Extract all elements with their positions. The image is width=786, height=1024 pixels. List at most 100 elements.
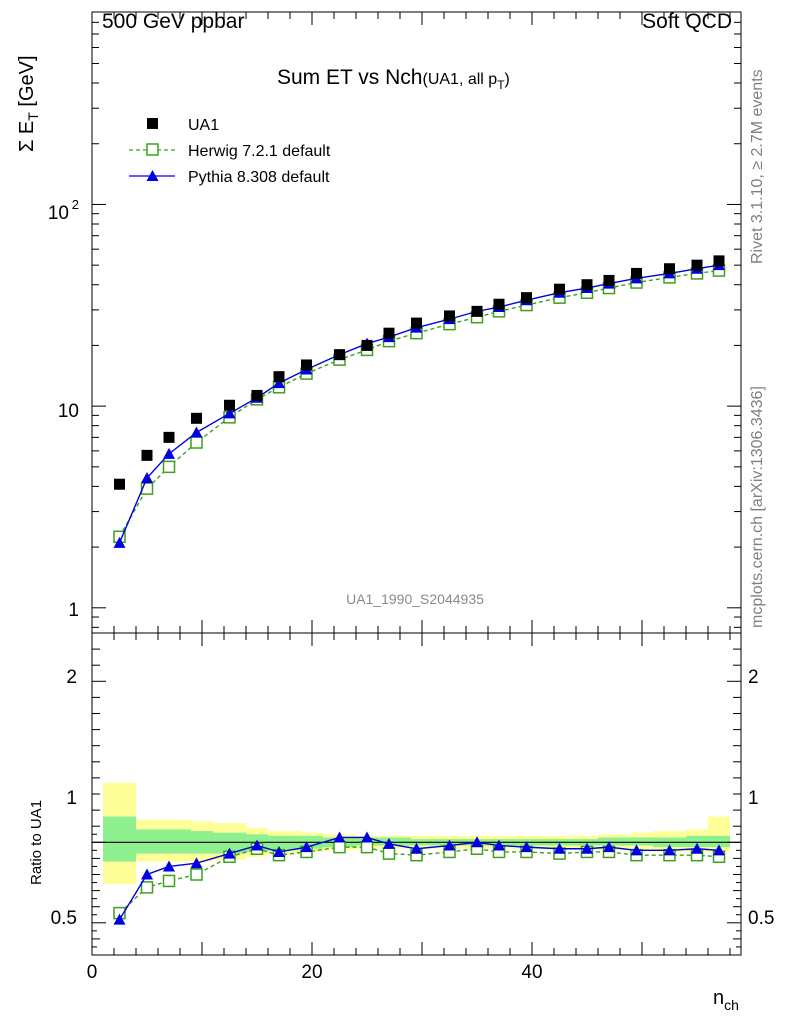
ratio-point-pythia-12 <box>443 839 456 851</box>
main-point-data-3 <box>191 412 202 424</box>
legend-label-herwig: Herwig 7.2.1 default <box>188 143 331 160</box>
ratio-point-pythia-22 <box>713 844 725 856</box>
ratio-panel-series <box>113 831 726 925</box>
main-y-axis-label-main: Σ E <box>16 121 38 152</box>
ratio-point-pythia-6 <box>273 845 285 857</box>
main-point-data-22 <box>713 255 725 267</box>
stat-band-bin-17 <box>598 837 631 846</box>
ratio-point-pythia-5 <box>251 839 263 851</box>
ratio-point-pythia-21 <box>691 842 703 854</box>
ratio-point-pythia-10 <box>383 837 395 849</box>
main-point-data-11 <box>411 317 422 329</box>
main-y-tick-label-10: 10 <box>58 401 79 422</box>
main-point-data-20 <box>664 263 675 275</box>
header-right: Soft QCD <box>642 10 732 33</box>
main-point-data-2 <box>163 431 175 443</box>
main-point-pythia-3 <box>190 426 203 438</box>
main-line-herwig <box>118 269 720 538</box>
legend-label-ua1: UA1 <box>188 117 219 134</box>
main-point-pythia-2 <box>163 447 175 459</box>
ratio-point-herwig-2 <box>162 874 176 888</box>
plot-title-main: Sum ET vs Nch <box>277 66 422 89</box>
ratio-point-pythia-7 <box>300 841 313 853</box>
main-point-herwig-1 <box>140 482 154 495</box>
ratio-point-herwig-1 <box>140 881 154 894</box>
main-point-data-0 <box>114 478 125 490</box>
main-point-data-12 <box>444 310 455 322</box>
main-point-data-6 <box>273 371 285 383</box>
main-point-pythia-6 <box>273 377 285 389</box>
main-point-data-14 <box>493 298 505 310</box>
stat-band-bin-3 <box>213 832 246 854</box>
main-point-data-10 <box>383 327 395 339</box>
stat-band-bin-1 <box>136 829 191 854</box>
main-panel-series <box>113 255 726 548</box>
main-point-herwig-2 <box>162 460 176 474</box>
ratio-point-pythia-15 <box>520 841 533 853</box>
ratio-point-pythia-18 <box>603 841 615 853</box>
main-point-data-16 <box>554 283 565 295</box>
main-y-axis-label: Σ ET [GeV] <box>16 55 41 152</box>
plot-title-suffix-end: ) <box>505 71 510 88</box>
main-point-data-19 <box>631 267 642 279</box>
analysis-id-label: UA1_1990_S2044935 <box>346 591 484 607</box>
ratio-plot-frame <box>91 632 742 956</box>
main-point-data-8 <box>334 349 345 361</box>
stat-band-bin-9 <box>378 837 411 846</box>
ratio-panel-axes <box>91 632 742 956</box>
main-point-data-7 <box>301 359 312 371</box>
main-y-axis-label-sub: T <box>25 112 41 121</box>
stat-band-bin-5 <box>268 835 301 851</box>
main-point-pythia-0 <box>113 536 126 548</box>
main-point-pythia-1 <box>141 472 153 484</box>
mcplots-reference-label: mcplots.cern.ch [arXiv:1306.3436] <box>749 386 766 628</box>
main-point-data-1 <box>141 449 153 461</box>
stat-band-bin-20 <box>686 835 708 848</box>
main-y-tick-label-100-exponent: 2 <box>72 197 79 212</box>
legend: UA1 Herwig 7.2.1 default Pythia 8.308 de… <box>129 117 331 186</box>
main-y-tick-label-1: 1 <box>68 600 79 621</box>
ratio-point-herwig-10 <box>382 847 396 860</box>
main-point-data-5 <box>251 389 263 401</box>
ratio-point-pythia-14 <box>493 839 505 851</box>
ratio-point-pythia-16 <box>553 842 566 854</box>
main-point-data-13 <box>471 305 483 317</box>
ratio-point-pythia-4 <box>223 847 236 859</box>
main-point-herwig-3 <box>190 436 203 449</box>
main-y-axis-label-unit: [GeV] <box>16 55 38 112</box>
stat-band-bin-18 <box>631 837 653 846</box>
legend-marker-pythia <box>146 170 159 181</box>
header-left: 500 GeV ppbar <box>102 10 244 33</box>
ratio-point-pythia-17 <box>581 842 593 854</box>
ratio-point-herwig-9 <box>360 840 374 854</box>
stat-band-bin-21 <box>708 835 730 848</box>
main-point-pythia-4 <box>223 407 236 419</box>
ratio-point-herwig-3 <box>190 868 203 881</box>
ratio-y-tick-label-1: 1 <box>66 788 77 809</box>
main-y-tick-label-100-base: 10 <box>48 203 69 224</box>
x-tick-label-40: 40 <box>521 962 542 983</box>
ratio-y-tick-label-right-2: 2 <box>748 667 759 688</box>
plot-title-suffix: (UA1, all p <box>422 71 497 88</box>
plot-title-suffix-sub: T <box>497 78 505 92</box>
ratio-y-tick-label-0.5: 0.5 <box>51 908 77 929</box>
x-axis-label-sub: ch <box>724 997 739 1013</box>
main-point-data-21 <box>691 259 703 271</box>
ratio-point-herwig-8 <box>333 840 346 854</box>
ratio-point-pythia-2 <box>163 860 175 872</box>
ratio-point-pythia-19 <box>630 844 643 856</box>
ratio-point-pythia-9 <box>361 831 373 843</box>
ratio-y-tick-label-right-0.5: 0.5 <box>748 908 774 929</box>
ratio-y-tick-label-2: 2 <box>66 667 77 688</box>
ratio-point-pythia-13 <box>471 836 483 848</box>
x-tick-label-20: 20 <box>301 962 322 983</box>
main-point-data-15 <box>521 292 532 304</box>
main-point-data-17 <box>581 279 593 291</box>
rivet-version-label: Rivet 3.1.10, ≥ 2.7M events <box>749 69 766 264</box>
main-point-data-18 <box>603 274 615 286</box>
plot-title: Sum ET vs Nch(UA1, all pT) <box>277 66 510 92</box>
legend-marker-ua1 <box>147 118 158 129</box>
main-point-data-4 <box>224 399 235 411</box>
legend-marker-herwig <box>146 143 159 156</box>
